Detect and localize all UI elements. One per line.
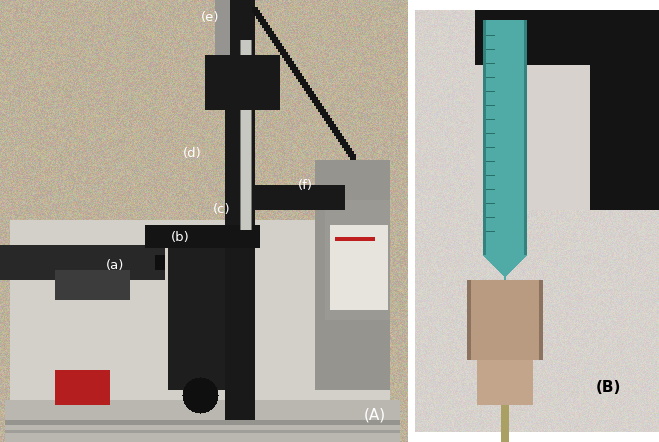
Text: (f): (f) [297, 179, 312, 191]
Text: (e): (e) [201, 11, 219, 24]
Text: (B): (B) [595, 381, 621, 396]
Text: (a): (a) [106, 259, 124, 271]
Text: (A): (A) [364, 408, 386, 423]
Text: (c): (c) [214, 203, 231, 217]
Text: (d): (d) [183, 146, 202, 160]
Text: (b): (b) [171, 232, 189, 244]
